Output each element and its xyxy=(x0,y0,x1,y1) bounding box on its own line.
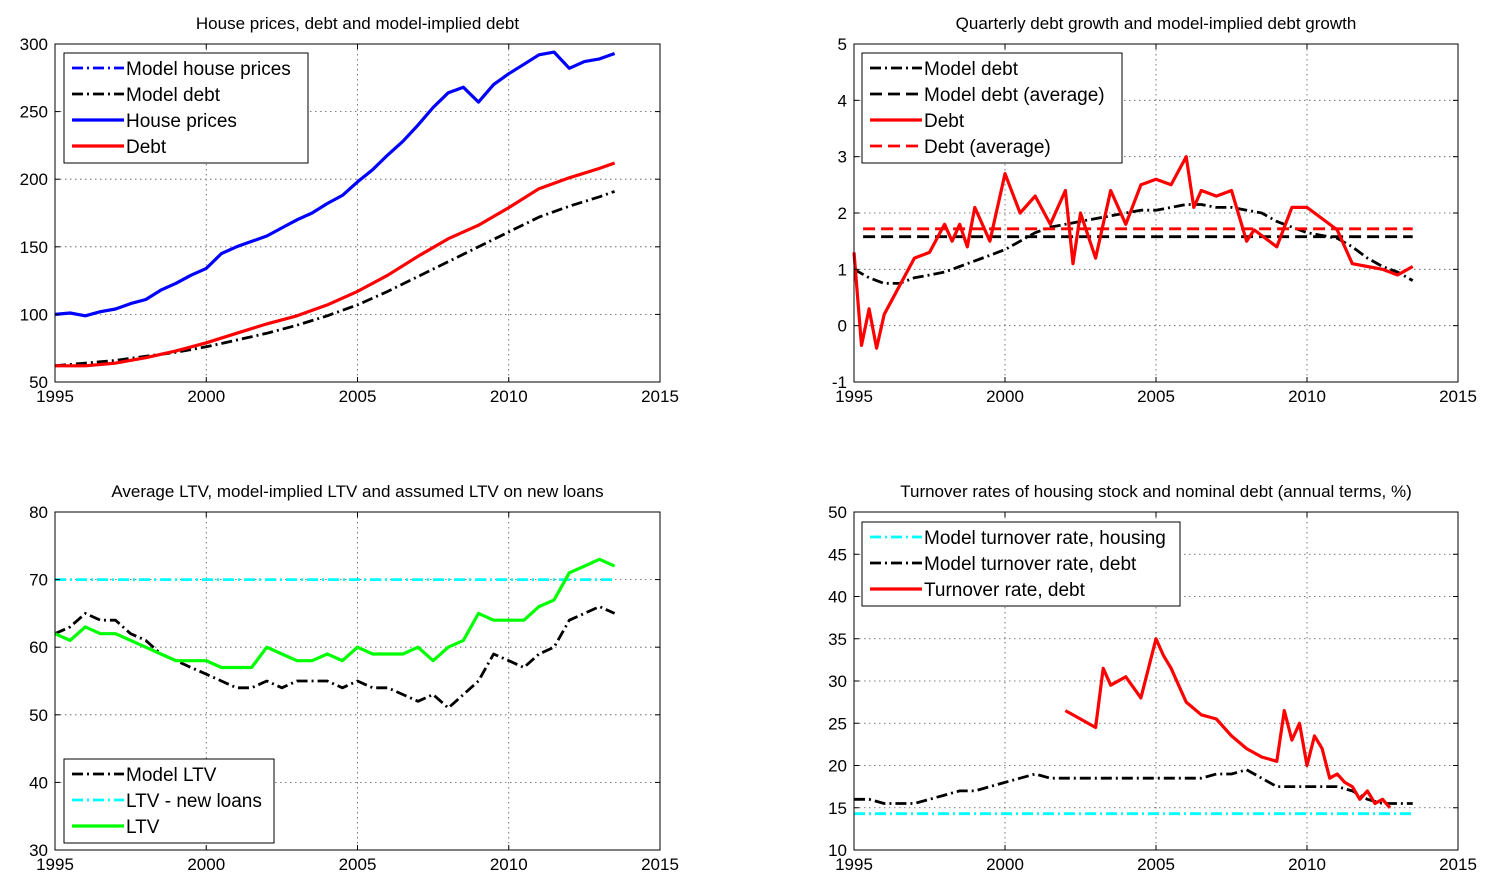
y-tick-label: 25 xyxy=(828,714,847,733)
legend: Model LTV LTV - new loans LTV xyxy=(63,758,275,844)
legend-label: LTV xyxy=(126,817,160,838)
x-tick-label: 2005 xyxy=(339,387,377,406)
legend-label: Model debt xyxy=(126,85,221,106)
chart-title: House prices, debt and model-implied deb… xyxy=(196,14,519,33)
y-tick-label: 35 xyxy=(828,630,847,649)
legend: Model debt Model debt (average) Debt Debt (… xyxy=(861,52,1123,164)
chart-panel-debt-growth: 1995 2000 2005 2010 2015 -1 0 1 2 3 4 5 Quarterly de… xyxy=(832,14,1477,406)
legend-label: Debt xyxy=(924,111,965,132)
y-tick-label: 4 xyxy=(838,91,847,110)
legend-label: Model debt xyxy=(924,59,1019,80)
x-tick-label: 2010 xyxy=(490,387,528,406)
series-line xyxy=(852,155,1414,350)
y-tick-label: 10 xyxy=(828,841,847,860)
y-tick-label: 40 xyxy=(29,773,48,792)
x-tick-label: 1995 xyxy=(835,387,873,406)
y-tick-label: 150 xyxy=(20,238,48,257)
y-tick-label: 20 xyxy=(828,757,847,776)
y-tick-label: 30 xyxy=(828,672,847,691)
chart-title: Quarterly debt growth and model-implied … xyxy=(956,14,1357,33)
y-tick-label: 3 xyxy=(838,148,847,167)
y-tick-label: 5 xyxy=(838,35,847,54)
x-tick-label: 2010 xyxy=(1288,855,1326,874)
x-tick-label: 1995 xyxy=(36,855,74,874)
legend-label: House prices xyxy=(126,111,237,132)
legend-label: Turnover rate, debt xyxy=(924,580,1086,601)
x-tick-label: 2015 xyxy=(1439,855,1477,874)
y-tick-label: 2 xyxy=(838,204,847,223)
y-tick-label: 300 xyxy=(20,35,48,54)
chart-panel-turnover: 1995 2000 2005 2010 2015 10 15 20 25 30 35 40 45 50 Tu… xyxy=(828,482,1477,874)
x-tick-label: 2000 xyxy=(986,387,1024,406)
y-tick-label: 1 xyxy=(838,260,847,279)
chart-title: Turnover rates of housing stock and nomi… xyxy=(900,482,1412,501)
y-tick-label: 70 xyxy=(29,571,48,590)
y-tick-label: 0 xyxy=(838,317,847,336)
x-tick-label: 2015 xyxy=(641,387,679,406)
series-line xyxy=(54,557,616,670)
series-line xyxy=(1064,637,1392,809)
x-tick-label: 2010 xyxy=(490,855,528,874)
series-line xyxy=(54,50,616,318)
chart-title: Average LTV, model-implied LTV and assum… xyxy=(111,482,603,501)
y-tick-label: 40 xyxy=(828,588,847,607)
series-line xyxy=(854,768,1413,805)
legend: Model turnover rate, housing Model turnov… xyxy=(861,521,1181,607)
legend-label: LTV - new loans xyxy=(126,791,262,812)
series-line xyxy=(54,605,616,710)
y-tick-label: 50 xyxy=(828,503,847,522)
y-tick-label: 50 xyxy=(29,706,48,725)
legend-label: Model debt (average) xyxy=(924,85,1105,106)
x-tick-label: 2000 xyxy=(187,855,225,874)
y-tick-label: 250 xyxy=(20,103,48,122)
x-tick-label: 2015 xyxy=(1439,387,1477,406)
x-tick-label: 2005 xyxy=(1137,855,1175,874)
legend-label: Debt xyxy=(126,137,167,158)
y-tick-label: -1 xyxy=(832,373,847,392)
y-tick-label: 15 xyxy=(828,799,847,818)
legend-label: Model turnover rate, housing xyxy=(924,528,1166,549)
y-tick-label: 100 xyxy=(20,305,48,324)
x-tick-label: 2010 xyxy=(1288,387,1326,406)
x-tick-label: 1995 xyxy=(835,855,873,874)
legend-label: Model LTV xyxy=(126,765,217,786)
series-line xyxy=(55,161,616,368)
x-tick-label: 2005 xyxy=(339,855,377,874)
x-tick-label: 1995 xyxy=(36,387,74,406)
x-tick-label: 2000 xyxy=(986,855,1024,874)
y-tick-label: 60 xyxy=(29,638,48,657)
legend-label: Debt (average) xyxy=(924,137,1051,158)
chart-panel-ltv: 1995 2000 2005 2010 2015 30 40 50 60 70 80 Average … xyxy=(29,482,679,874)
y-tick-label: 30 xyxy=(29,841,48,860)
y-tick-label: 200 xyxy=(20,170,48,189)
legend-label: Model house prices xyxy=(126,59,291,80)
series-line xyxy=(54,190,616,368)
legend-label: Model turnover rate, debt xyxy=(924,554,1137,575)
x-tick-label: 2000 xyxy=(187,387,225,406)
legend-box xyxy=(861,52,1123,164)
y-tick-label: 45 xyxy=(828,545,847,564)
x-tick-label: 2005 xyxy=(1137,387,1175,406)
series-line xyxy=(853,203,1414,285)
legend: Model house prices Model debt House prices… xyxy=(63,52,309,164)
y-tick-label: 80 xyxy=(29,503,48,522)
y-tick-label: 50 xyxy=(29,373,48,392)
x-tick-label: 2015 xyxy=(641,855,679,874)
chart-panel-house-prices: 1995 2000 2005 2010 2015 50 100 150 200 250 300 Hou… xyxy=(20,14,679,406)
